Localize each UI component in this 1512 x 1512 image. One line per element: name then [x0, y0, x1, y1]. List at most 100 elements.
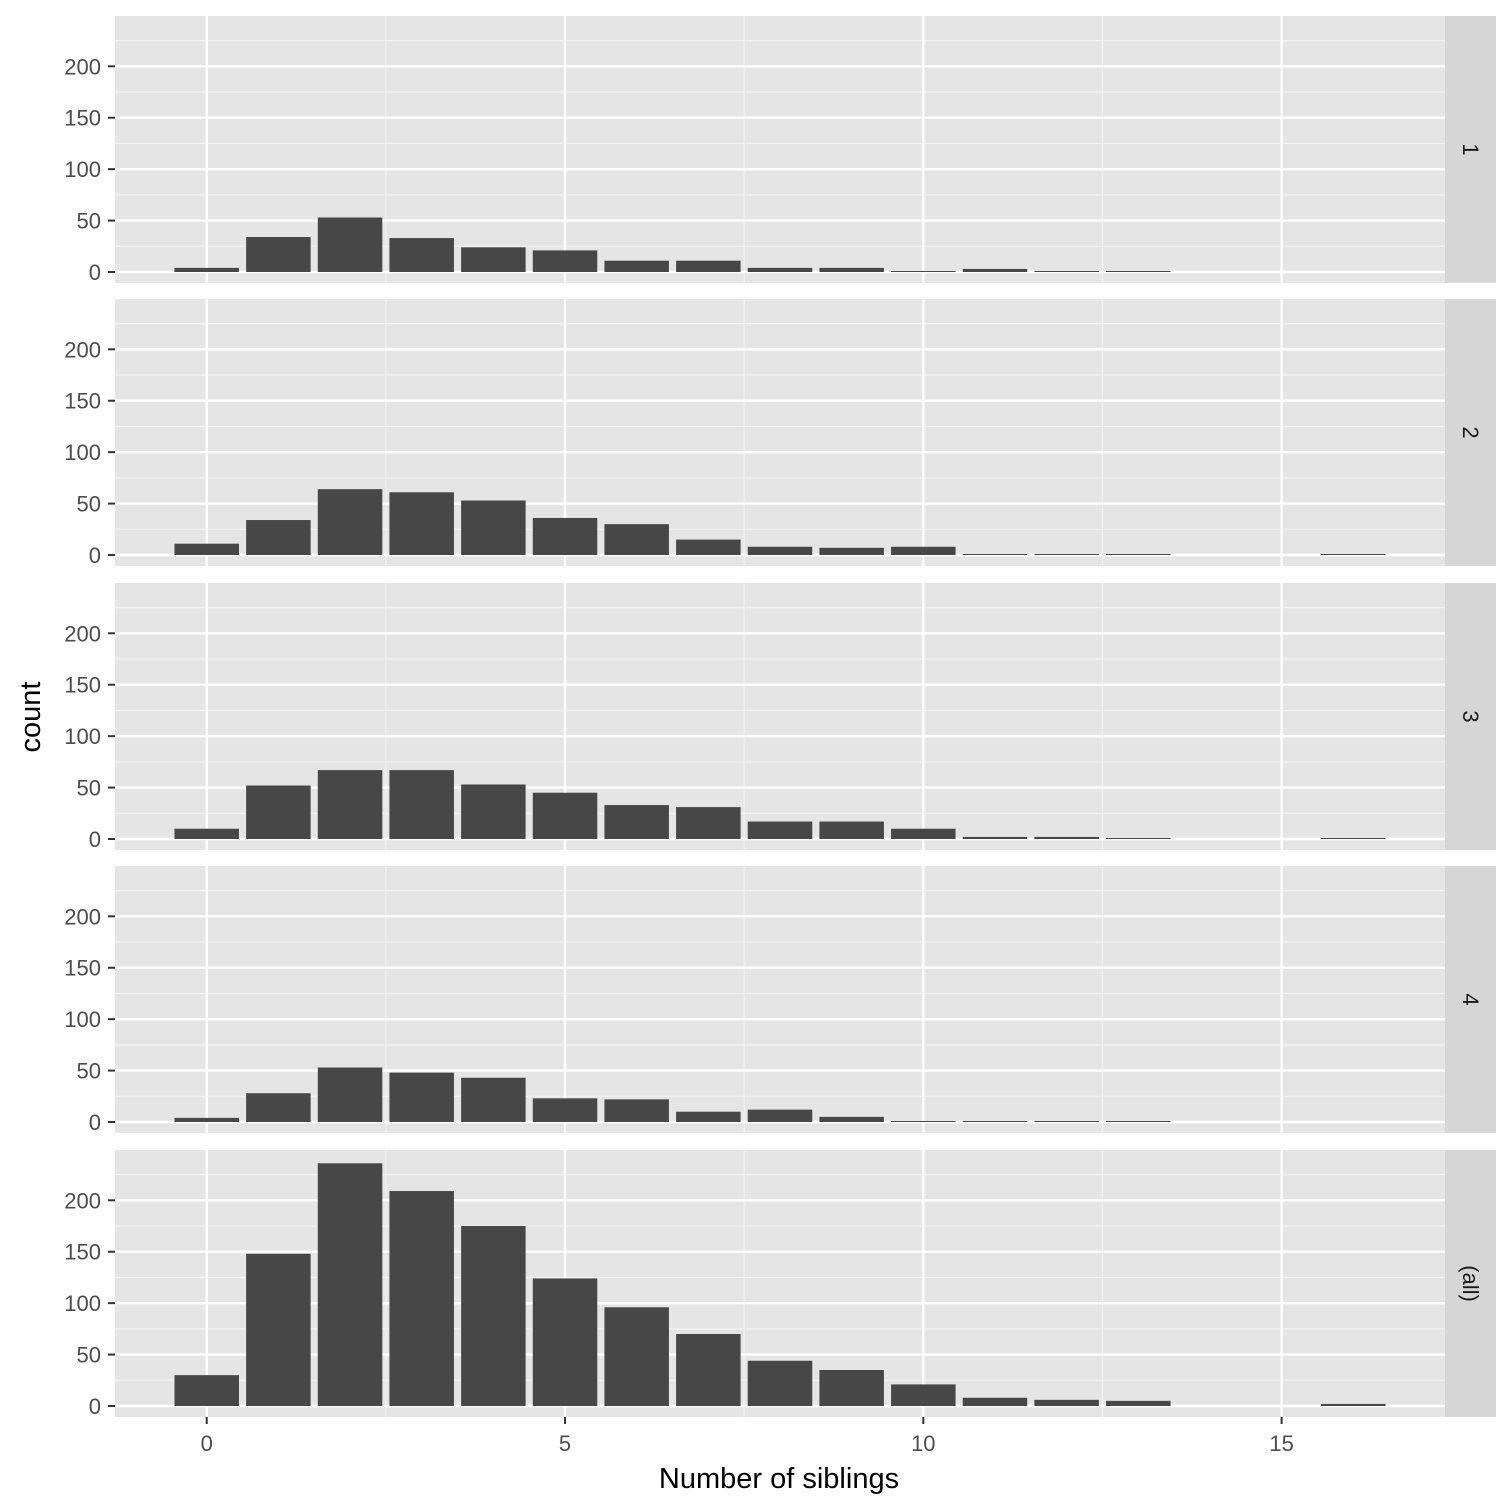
bar — [1106, 1120, 1171, 1122]
y-axis-title: count — [15, 682, 47, 753]
facet-strip — [1445, 1150, 1496, 1417]
bar — [1034, 1399, 1099, 1406]
y-tick-label: 0 — [89, 543, 101, 568]
bar — [891, 270, 956, 272]
facet-strip-label: 2 — [1458, 426, 1483, 438]
bar — [891, 546, 956, 555]
y-tick-label: 50 — [77, 209, 101, 234]
y-tick-label: 100 — [64, 157, 101, 182]
x-tick-label: 15 — [1269, 1431, 1293, 1456]
x-axis: 0 5 10 15 — [201, 1417, 1294, 1456]
bar — [962, 1397, 1028, 1406]
bar — [1106, 837, 1171, 839]
bar — [891, 828, 956, 839]
bar — [1106, 270, 1171, 272]
bar — [389, 1191, 454, 1406]
y-tick-label: 100 — [64, 1291, 101, 1316]
bar — [1034, 836, 1099, 839]
bar — [676, 539, 741, 555]
bar — [676, 1334, 741, 1406]
facet-strip — [1445, 16, 1496, 283]
x-tick-label: 0 — [201, 1431, 213, 1456]
bar — [174, 1117, 239, 1122]
bar — [676, 260, 741, 272]
y-tick-label: 0 — [89, 827, 101, 852]
bar — [1106, 553, 1171, 555]
bar — [962, 1120, 1028, 1122]
bar — [461, 1226, 526, 1406]
x-tick-label: 10 — [911, 1431, 935, 1456]
facet-strip-label: 4 — [1458, 993, 1483, 1005]
y-tick-label: 50 — [77, 1343, 101, 1368]
facet-strip-label: (all) — [1458, 1265, 1483, 1302]
bar — [246, 237, 311, 272]
bar — [747, 821, 813, 839]
bar — [747, 1360, 813, 1406]
panel-background — [115, 583, 1445, 850]
y-tick-label: 50 — [77, 492, 101, 517]
bar — [461, 784, 526, 839]
y-tick-label: 200 — [64, 1188, 101, 1213]
bar — [389, 238, 454, 272]
bar — [819, 821, 884, 839]
y-tick-label: 200 — [64, 337, 101, 362]
y-tick-label: 200 — [64, 54, 101, 79]
y-tick-label: 100 — [64, 1007, 101, 1032]
bar — [317, 770, 383, 839]
bar — [174, 828, 239, 839]
bar — [532, 517, 598, 555]
facet-panel: 0 50 100 150 200 4 — [64, 866, 1496, 1135]
bar — [246, 1253, 311, 1406]
y-tick-label: 0 — [89, 1394, 101, 1419]
y-tick-label: 0 — [89, 1110, 101, 1135]
y-tick-label: 150 — [64, 956, 101, 981]
bar — [1321, 837, 1386, 839]
bar — [317, 1163, 383, 1406]
bar — [389, 492, 454, 555]
bar — [1034, 1120, 1099, 1122]
x-tick-label: 5 — [559, 1431, 571, 1456]
y-tick-label: 200 — [64, 621, 101, 646]
bar — [1321, 1403, 1386, 1406]
facet-panel: 0 50 100 150 200 3 — [64, 583, 1496, 852]
bar — [317, 489, 383, 555]
y-tick-label: 100 — [64, 440, 101, 465]
bar — [1034, 270, 1099, 272]
bar — [461, 500, 526, 555]
bar — [174, 543, 239, 555]
bar — [747, 1109, 813, 1122]
bar — [819, 547, 884, 555]
facet-strip — [1445, 299, 1496, 566]
bar — [1034, 553, 1099, 555]
bar — [676, 807, 741, 839]
y-tick-label: 200 — [64, 904, 101, 929]
y-tick-label: 100 — [64, 724, 101, 749]
bar — [174, 267, 239, 272]
bar — [389, 1072, 454, 1122]
bar — [747, 546, 813, 555]
bar — [461, 247, 526, 272]
facet-panel: 0 50 100 150 200 (all) — [64, 1150, 1496, 1419]
y-tick-label: 150 — [64, 1240, 101, 1265]
bar — [461, 1077, 526, 1122]
y-tick-label: 150 — [64, 106, 101, 131]
facet-panel: 0 50 100 150 200 1 — [64, 16, 1496, 285]
x-axis-title: Number of siblings — [659, 1463, 899, 1495]
y-tick-label: 0 — [89, 260, 101, 285]
bar — [389, 770, 454, 839]
bar — [604, 805, 669, 839]
bar — [891, 1120, 956, 1122]
bar — [246, 1093, 311, 1122]
facet-strip-label: 3 — [1458, 710, 1483, 722]
bar — [604, 1307, 669, 1406]
bar — [676, 1111, 741, 1122]
facet-strip — [1445, 583, 1496, 850]
bar — [1321, 553, 1386, 555]
bar — [604, 1099, 669, 1122]
facet-strip — [1445, 866, 1496, 1133]
bar — [604, 260, 669, 272]
facet-strip-label: 1 — [1458, 143, 1483, 155]
facet-panels: 0 50 100 150 200 1 0 50 100 150 200 2 0 50 100 150 200 3 0… — [64, 16, 1496, 1419]
bar — [532, 792, 598, 839]
y-tick-label: 150 — [64, 389, 101, 414]
